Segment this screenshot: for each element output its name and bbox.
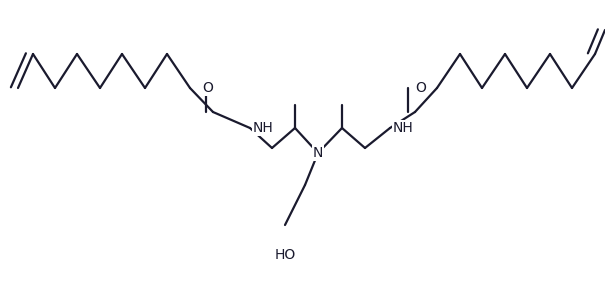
Text: HO: HO (275, 248, 296, 262)
Text: O: O (202, 81, 213, 95)
Text: O: O (415, 81, 426, 95)
Text: NH: NH (393, 121, 414, 135)
Text: N: N (313, 146, 323, 160)
Text: NH: NH (253, 121, 274, 135)
